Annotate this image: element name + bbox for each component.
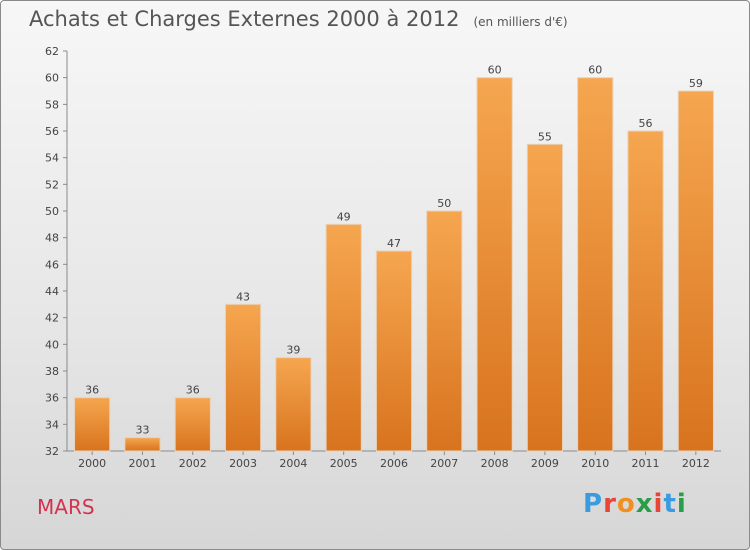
data-label: 36 xyxy=(85,384,99,397)
y-tick-label: 32 xyxy=(45,445,59,458)
data-label: 43 xyxy=(236,290,250,303)
x-tick-label: 2004 xyxy=(279,457,307,470)
y-tick-label: 44 xyxy=(45,285,59,298)
x-tick-label: 2000 xyxy=(78,457,106,470)
bar-2002 xyxy=(174,397,211,452)
y-tick-label: 48 xyxy=(45,232,59,245)
x-tick-label: 2010 xyxy=(581,457,609,470)
bar-2000 xyxy=(74,397,111,452)
x-tick-label: 2005 xyxy=(330,457,358,470)
y-tick-label: 36 xyxy=(45,392,59,405)
data-label: 50 xyxy=(437,197,451,210)
data-label: 39 xyxy=(286,344,300,357)
logo-letter: i xyxy=(676,489,687,519)
y-tick-label: 60 xyxy=(45,72,59,85)
logo-letter: t xyxy=(663,489,677,519)
data-label: 59 xyxy=(689,77,703,90)
x-tick-label: 2003 xyxy=(229,457,257,470)
logo-letter: o xyxy=(616,489,636,519)
bar-2011 xyxy=(627,130,664,452)
y-tick-label: 54 xyxy=(45,152,59,165)
data-labels: 36 33 36 43 39 49 47 50 60 55 60 56 59 xyxy=(85,64,703,437)
data-label: 55 xyxy=(538,130,552,143)
y-tick-label: 34 xyxy=(45,418,59,431)
data-label: 56 xyxy=(639,117,653,130)
title-main: Achats et Charges Externes 2000 à 2012 xyxy=(29,7,460,31)
y-tick-label: 58 xyxy=(45,98,59,111)
x-axis: 2000 2001 2002 2003 2004 2005 2006 2007 2008 2009… xyxy=(67,450,721,470)
x-tick-label: 2001 xyxy=(128,457,156,470)
chart-title: Achats et Charges Externes 2000 à 2012 (e… xyxy=(29,7,568,31)
title-unit: (en milliers d'€) xyxy=(473,15,568,29)
data-label: 47 xyxy=(387,237,401,250)
commune-name: MARS xyxy=(37,495,95,519)
x-tick-label: 2009 xyxy=(531,457,559,470)
y-tick-label: 50 xyxy=(45,205,59,218)
bar-2008 xyxy=(476,77,513,452)
logo-letter: r xyxy=(603,489,617,519)
y-tick-label: 40 xyxy=(45,338,59,351)
proxiti-logo: Proxiti xyxy=(583,489,687,519)
y-axis: 32 34 36 38 40 42 44 46 48 50 52 54 56 58 60 62 xyxy=(45,45,68,458)
y-tick-label: 46 xyxy=(45,258,59,271)
y-tick-label: 52 xyxy=(45,178,59,191)
x-tick-label: 2006 xyxy=(380,457,408,470)
y-tick-label: 38 xyxy=(45,365,59,378)
y-tick-label: 62 xyxy=(45,45,59,58)
bar-2001 xyxy=(124,437,161,452)
x-tick-label: 2008 xyxy=(481,457,509,470)
x-tick-label: 2011 xyxy=(632,457,660,470)
x-tick-label: 2002 xyxy=(179,457,207,470)
y-tick-label: 56 xyxy=(45,125,59,138)
bar-2009 xyxy=(526,143,564,452)
bar-2004 xyxy=(275,357,312,452)
bars xyxy=(74,77,714,452)
bar-2012 xyxy=(677,90,714,452)
bar-2010 xyxy=(577,77,614,452)
bar-2006 xyxy=(375,250,413,452)
logo-letter: i xyxy=(653,489,664,519)
x-tick-label: 2012 xyxy=(682,457,710,470)
logo-letter: x xyxy=(635,489,654,519)
bar-2003 xyxy=(224,303,262,452)
x-tick-label: 2007 xyxy=(430,457,458,470)
data-label: 49 xyxy=(337,210,351,223)
logo-letter: P xyxy=(583,489,604,519)
data-label: 60 xyxy=(488,64,502,77)
data-label: 36 xyxy=(186,384,200,397)
bar-2007 xyxy=(426,210,463,452)
data-label: 33 xyxy=(135,424,149,437)
bar-2005 xyxy=(325,223,362,452)
data-label: 60 xyxy=(588,64,602,77)
y-tick-label: 42 xyxy=(45,312,59,325)
